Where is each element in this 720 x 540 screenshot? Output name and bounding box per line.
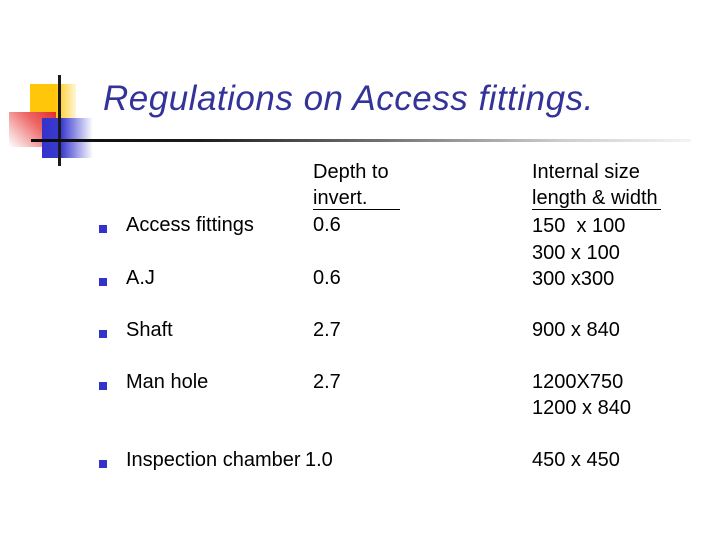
depth-header-underlined: invert. [313, 187, 401, 210]
row-label: Shaft [126, 319, 173, 341]
row-depth: 1.0 [305, 449, 333, 471]
row-depth: 2.7 [313, 371, 341, 393]
logo-blue-square [42, 118, 93, 158]
row-size: 300 x 100 [532, 242, 620, 264]
depth-header-line1: Depth to [313, 161, 389, 183]
title-divider-line [31, 139, 691, 142]
size-header-line1: Internal size [532, 161, 640, 183]
bullet-icon [99, 278, 107, 286]
row-size: 1200 x 840 [532, 397, 631, 419]
crosshair-vertical-line [58, 75, 61, 166]
row-size: 1200X750 [532, 371, 624, 393]
row-label: A.J [126, 267, 155, 289]
bullet-icon [99, 225, 107, 233]
row-size: 450 x 450 [532, 449, 620, 471]
bullet-icon [99, 382, 107, 390]
row-size: 900 x 840 [532, 319, 620, 341]
row-label: Inspection chamber [126, 449, 301, 471]
depth-header-line2: invert. [313, 185, 401, 211]
bullet-icon [99, 330, 107, 338]
row-depth: 0.6 [313, 214, 341, 236]
bullet-icon [99, 460, 107, 468]
row-size: 300 x300 [532, 268, 615, 290]
size-header-line2: length & width [532, 185, 661, 211]
row-size: 150 x 100 [532, 215, 626, 237]
row-depth: 0.6 [313, 267, 341, 289]
size-header-underlined: length & width [532, 187, 661, 210]
row-depth: 2.7 [313, 319, 341, 341]
row-label: Man hole [126, 371, 209, 393]
row-label: Access fittings [126, 214, 254, 236]
slide-title: Regulations on Access fittings. [103, 79, 594, 118]
